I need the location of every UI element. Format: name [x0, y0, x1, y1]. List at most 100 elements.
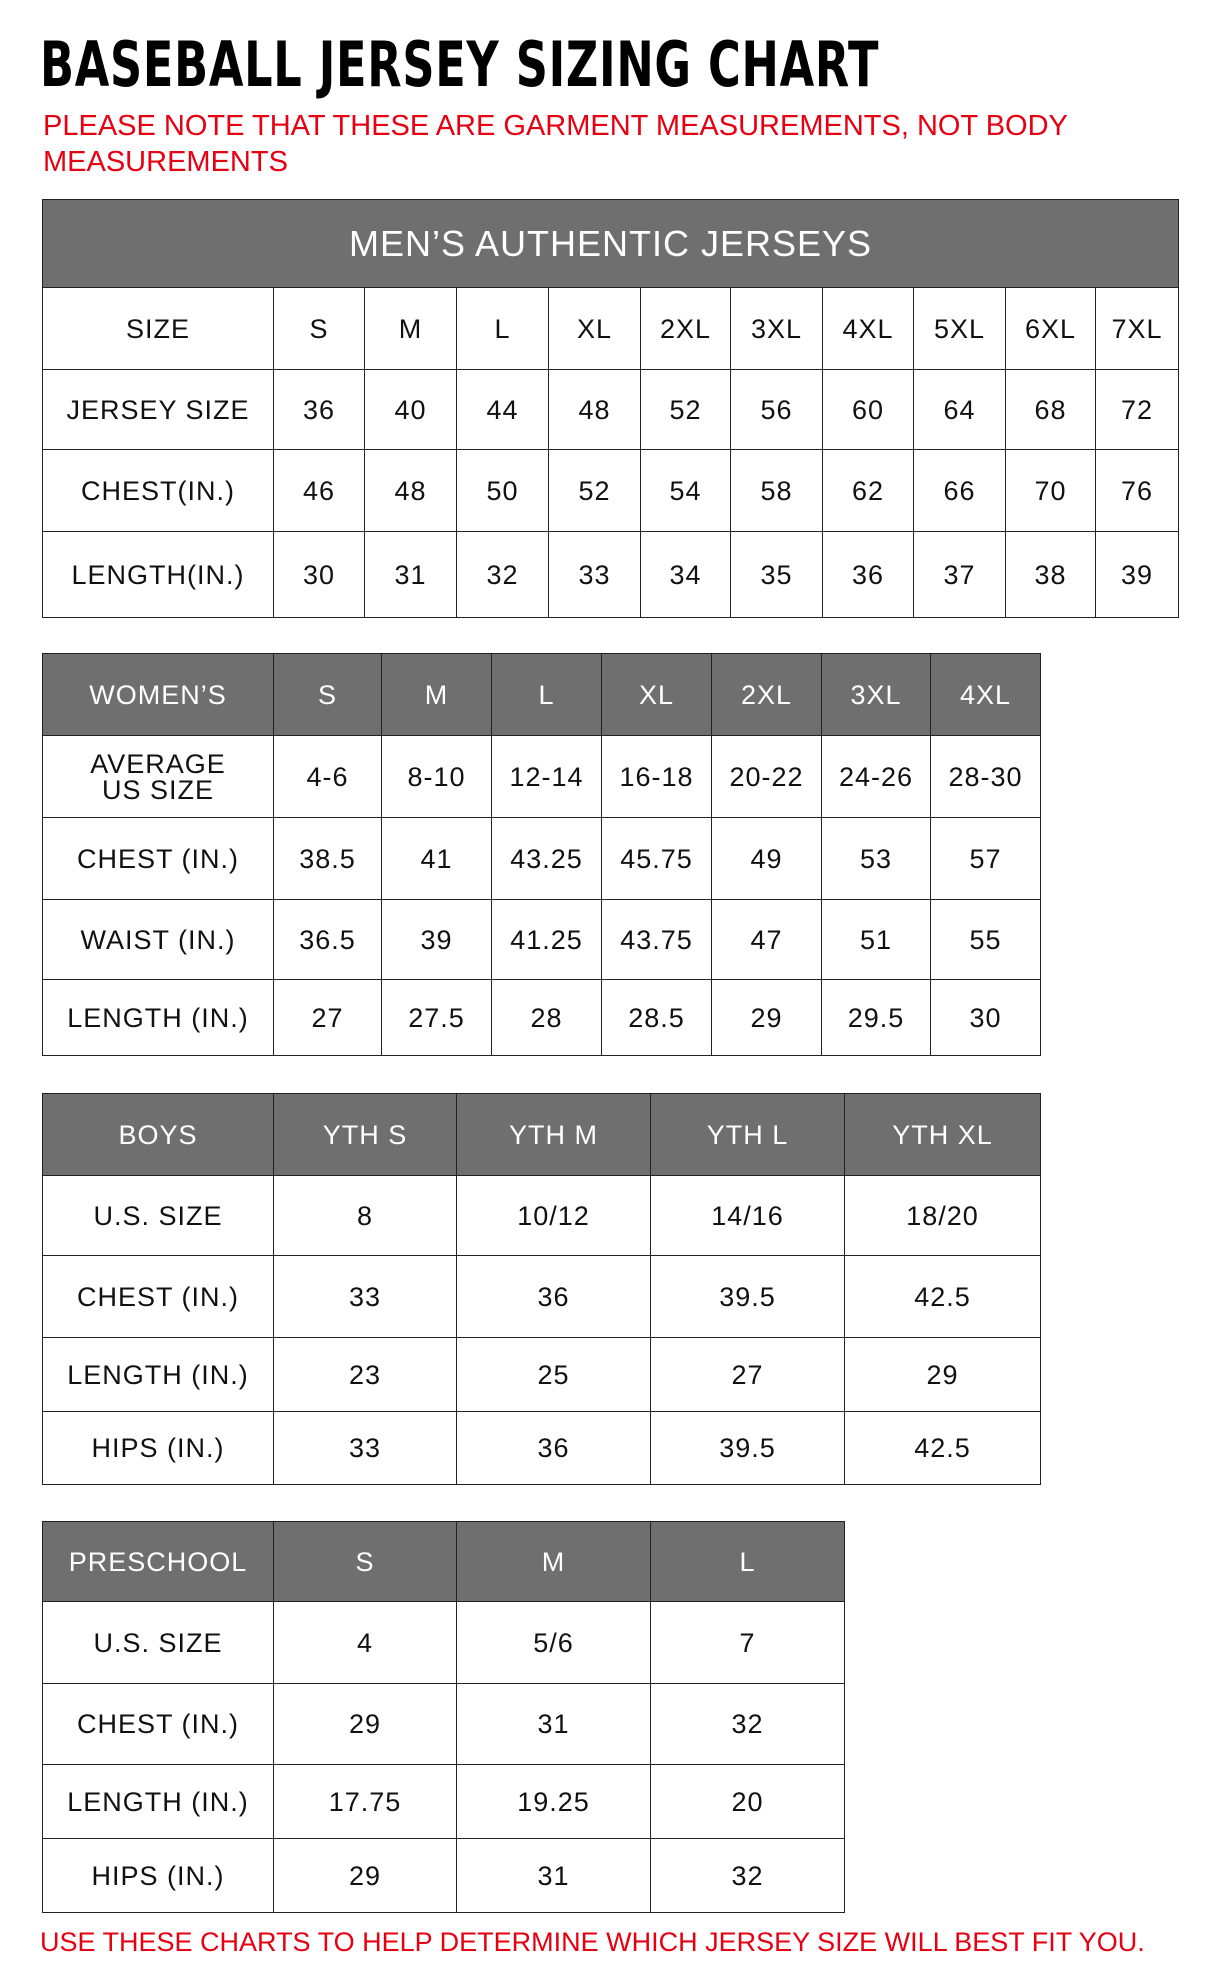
row-label: CHEST (IN.)	[42, 1255, 274, 1338]
table-row: U.S. SIZE 8 10/12 14/16 18/20	[42, 1175, 1041, 1256]
table-cell: 30	[930, 979, 1041, 1056]
caption-row: MEN’S AUTHENTIC JERSEYS	[41, 199, 1180, 288]
table-cell: 37	[913, 531, 1006, 618]
table-cell: 28.5	[601, 979, 712, 1056]
table-cell: 20	[650, 1764, 845, 1839]
table-cell: 28	[491, 979, 602, 1056]
table-cell: 36	[456, 1255, 651, 1338]
table-cell: 53	[821, 817, 931, 900]
table-cell: 49	[711, 817, 822, 900]
table-cell: 36	[456, 1411, 651, 1485]
table-cell: 41	[381, 817, 492, 900]
table-cell: 39	[1094, 531, 1180, 618]
table-cell: 32	[650, 1683, 845, 1765]
boys-table: BOYS YTH S YTH M YTH L YTH XL U.S. SIZE 8 10/12…	[42, 1093, 1041, 1485]
table-cell: 36	[822, 531, 914, 618]
table-cell: 4XL	[930, 653, 1041, 736]
table-cell: 38.5	[273, 817, 382, 900]
table-cell: 52	[640, 369, 731, 450]
table-cell: 5XL	[913, 287, 1006, 370]
table-cell: 35	[730, 531, 823, 618]
table-row: LENGTH(IN.) 30 31 32 33 34 35 36 37 38 39	[42, 531, 1180, 618]
table-cell: 51	[821, 899, 931, 980]
table-cell: 3XL	[730, 287, 823, 370]
table-row: AVERAGE US SIZE 4-6 8-10 12-14 16-18 20-22 24-…	[42, 735, 1041, 818]
row-label: U.S. SIZE	[42, 1601, 274, 1684]
table-cell: 70	[1005, 449, 1096, 532]
table-cell: M	[456, 1521, 651, 1602]
table-cell: XL	[601, 653, 712, 736]
table-cell: 33	[548, 531, 641, 618]
table-cell: 60	[822, 369, 914, 450]
row-label: BOYS	[42, 1093, 274, 1176]
table-row: CHEST (IN.) 38.5 41 43.25 45.75 49 53 57	[42, 817, 1041, 900]
row-label: PRESCHOOL	[42, 1521, 274, 1602]
table-cell: 4	[273, 1601, 457, 1684]
row-label: WAIST (IN.)	[42, 899, 274, 980]
table-cell: 45.75	[601, 817, 712, 900]
table-cell: 40	[364, 369, 457, 450]
table-cell: 76	[1094, 449, 1180, 532]
row-label: LENGTH (IN.)	[42, 1337, 274, 1412]
table-cell: S	[273, 1521, 457, 1602]
table-cell: 36	[273, 369, 365, 450]
row-label: WOMEN’S	[42, 653, 274, 736]
table-cell: 32	[650, 1838, 845, 1913]
table-cell: S	[273, 653, 382, 736]
table-cell: YTH M	[456, 1093, 651, 1176]
table-row: CHEST(IN.) 46 48 50 52 54 58 62 66 70 76	[42, 449, 1180, 532]
header-row: SIZE S M L XL 2XL 3XL 4XL 5XL 6XL 7XL	[42, 287, 1180, 370]
table-row: JERSEY SIZE 36 40 44 48 52 56 60 64 68 72	[42, 369, 1180, 450]
table-cell: 27	[273, 979, 382, 1056]
table-cell: L	[491, 653, 602, 736]
row-label: HIPS (IN.)	[42, 1838, 274, 1913]
header-row: PRESCHOOL S M L	[42, 1521, 845, 1602]
table-cell: 12-14	[491, 735, 602, 818]
table-caption: MEN’S AUTHENTIC JERSEYS	[41, 199, 1180, 288]
preschool-table: PRESCHOOL S M L U.S. SIZE 4 5/6 7 CHEST (IN.) 29 3…	[42, 1521, 845, 1913]
table-cell: 39	[381, 899, 492, 980]
table-cell: 68	[1005, 369, 1096, 450]
table-row: HIPS (IN.) 29 31 32	[42, 1838, 845, 1913]
table-cell: 30	[273, 531, 365, 618]
table-cell: 50	[456, 449, 549, 532]
table-cell: 2XL	[711, 653, 822, 736]
page-title: BASEBALL JERSEY SIZING CHART	[40, 28, 880, 101]
table-cell: 41.25	[491, 899, 602, 980]
table-cell: L	[456, 287, 549, 370]
table-cell: 39.5	[650, 1255, 845, 1338]
table-cell: 43.75	[601, 899, 712, 980]
footer-note: USE THESE CHARTS TO HELP DETERMINE WHICH…	[40, 1927, 1145, 1957]
table-cell: 24-26	[821, 735, 931, 818]
table-cell: 8-10	[381, 735, 492, 818]
table-cell: 42.5	[844, 1255, 1041, 1338]
table-cell: 14/16	[650, 1175, 845, 1256]
table-row: LENGTH (IN.) 23 25 27 29	[42, 1337, 1041, 1412]
table-cell: 34	[640, 531, 731, 618]
table-row: HIPS (IN.) 33 36 39.5 42.5	[42, 1411, 1041, 1485]
table-cell: 64	[913, 369, 1006, 450]
table-row: LENGTH (IN.) 27 27.5 28 28.5 29 29.5 30	[42, 979, 1041, 1056]
row-label: LENGTH(IN.)	[42, 531, 274, 618]
table-cell: 66	[913, 449, 1006, 532]
table-cell: 33	[273, 1411, 457, 1485]
table-row: CHEST (IN.) 29 31 32	[42, 1683, 845, 1765]
table-cell: 57	[930, 817, 1041, 900]
table-cell: 56	[730, 369, 823, 450]
garment-measurement-note: PLEASE NOTE THAT THESE ARE GARMENT MEASU…	[43, 110, 1068, 178]
row-label: AVERAGE US SIZE	[42, 735, 274, 818]
table-cell: 31	[456, 1683, 651, 1765]
table-cell: YTH S	[273, 1093, 457, 1176]
row-label: JERSEY SIZE	[42, 369, 274, 450]
table-cell: 27	[650, 1337, 845, 1412]
table-cell: 47	[711, 899, 822, 980]
table-cell: YTH L	[650, 1093, 845, 1176]
table-cell: 38	[1005, 531, 1096, 618]
womens-table: WOMEN’S S M L XL 2XL 3XL 4XL AVERAGE US SIZE 4-6 8…	[42, 653, 1041, 1056]
row-label: SIZE	[42, 287, 274, 370]
table-cell: 36.5	[273, 899, 382, 980]
table-cell: 4XL	[822, 287, 914, 370]
table-row: LENGTH (IN.) 17.75 19.25 20	[42, 1764, 845, 1839]
table-cell: 32	[456, 531, 549, 618]
table-cell: 33	[273, 1255, 457, 1338]
